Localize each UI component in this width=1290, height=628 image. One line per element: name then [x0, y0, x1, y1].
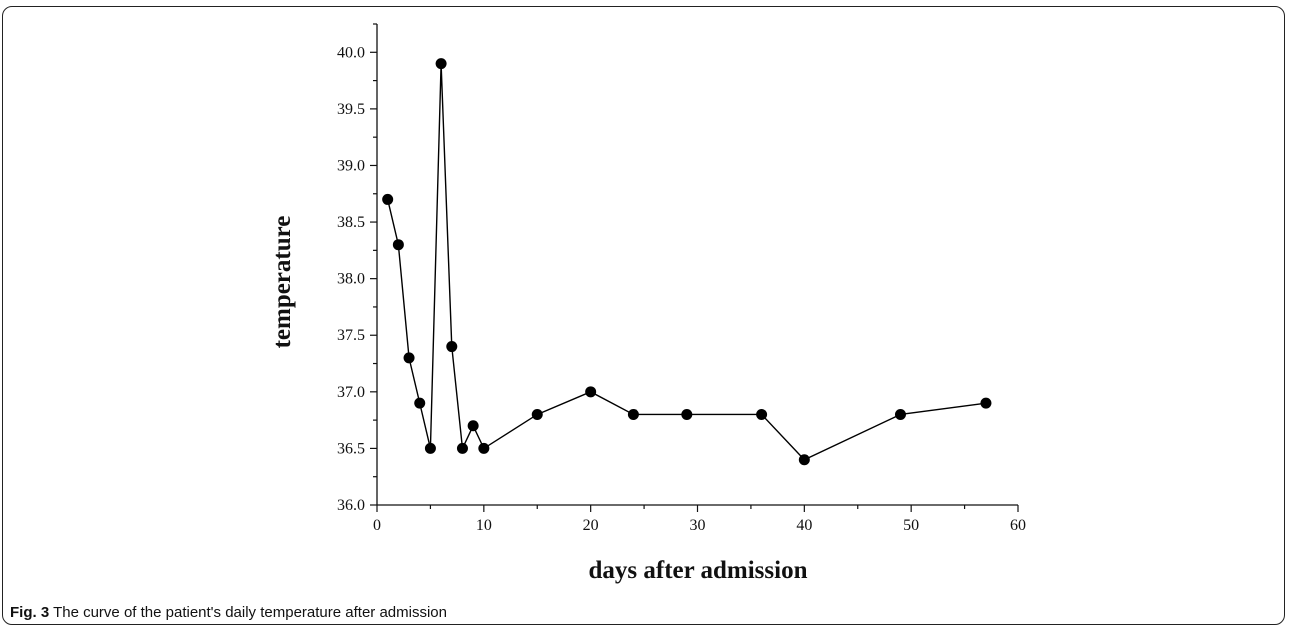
x-tick-label: 10: [476, 517, 492, 534]
data-point: [531, 408, 543, 420]
data-point: [403, 352, 415, 364]
x-axis-title: days after admission: [588, 557, 807, 584]
series-line: [387, 63, 987, 461]
x-tick-label: 0: [373, 517, 381, 534]
x-tick-label: 60: [1010, 517, 1026, 534]
data-point: [756, 408, 768, 420]
data-point: [382, 193, 394, 205]
data-point: [798, 454, 810, 466]
caption-text: The curve of the patient's daily tempera…: [53, 604, 447, 621]
y-tick-label: 38.5: [337, 214, 365, 231]
x-axis: 0 10 20 30 40 50 60: [373, 504, 1026, 534]
figure-frame: [2, 6, 1285, 625]
y-tick-label: 36.5: [337, 440, 365, 457]
data-point: [681, 408, 693, 420]
figure-caption: Fig. 3 The curve of the patient's daily …: [10, 604, 447, 621]
y-tick-label: 36.0: [337, 497, 365, 514]
data-point: [414, 397, 426, 409]
data-point: [456, 442, 468, 454]
x-tick-label: 50: [903, 517, 919, 534]
data-point: [467, 420, 479, 432]
x-tick-label: 40: [796, 517, 812, 534]
data-point: [446, 341, 458, 353]
data-point: [392, 239, 404, 251]
x-tick-label: 20: [583, 517, 599, 534]
y-axis-title: temperature: [269, 216, 296, 349]
data-point: [478, 442, 490, 454]
data-point: [585, 386, 597, 398]
data-point: [424, 442, 436, 454]
data-point: [980, 397, 992, 409]
y-tick-label: 39.0: [337, 157, 365, 174]
y-tick-label: 40.0: [337, 44, 365, 61]
caption-label: Fig. 3: [10, 604, 50, 621]
y-tick-label: 39.5: [337, 101, 365, 118]
y-tick-label: 37.0: [337, 384, 365, 401]
y-tick-label: 37.5: [337, 327, 365, 344]
data-point: [435, 58, 447, 70]
x-tick-label: 30: [690, 517, 706, 534]
y-axis: 36.0 36.5 37.0 37.5 38.0 38.5 39.0 39.5 40.0: [337, 23, 378, 514]
data-point: [894, 408, 906, 420]
y-tick-label: 38.0: [337, 271, 365, 288]
data-point: [627, 408, 639, 420]
